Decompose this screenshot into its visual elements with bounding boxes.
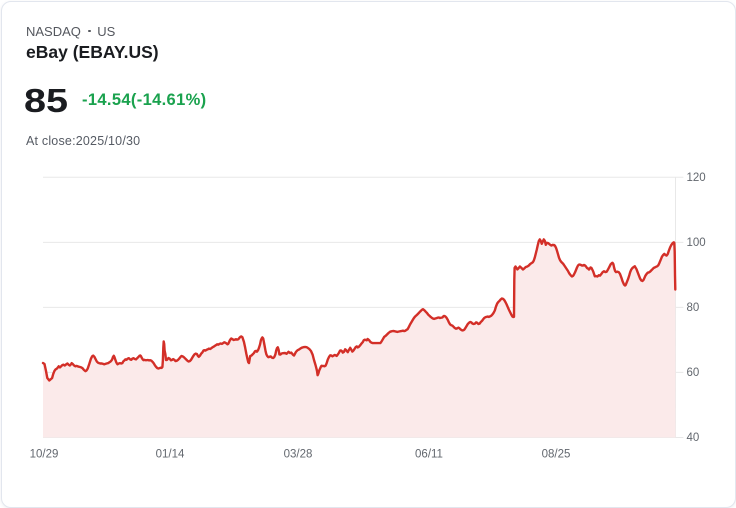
svg-text:06/11: 06/11: [415, 449, 443, 461]
svg-text:01/14: 01/14: [156, 449, 185, 461]
svg-text:120: 120: [687, 172, 706, 184]
svg-text:08/25: 08/25: [542, 449, 571, 461]
svg-text:60: 60: [687, 367, 700, 379]
svg-text:100: 100: [687, 237, 706, 249]
svg-text:10/29: 10/29: [30, 449, 59, 461]
svg-text:80: 80: [687, 302, 700, 314]
svg-text:40: 40: [687, 432, 700, 444]
svg-text:03/28: 03/28: [284, 449, 313, 461]
